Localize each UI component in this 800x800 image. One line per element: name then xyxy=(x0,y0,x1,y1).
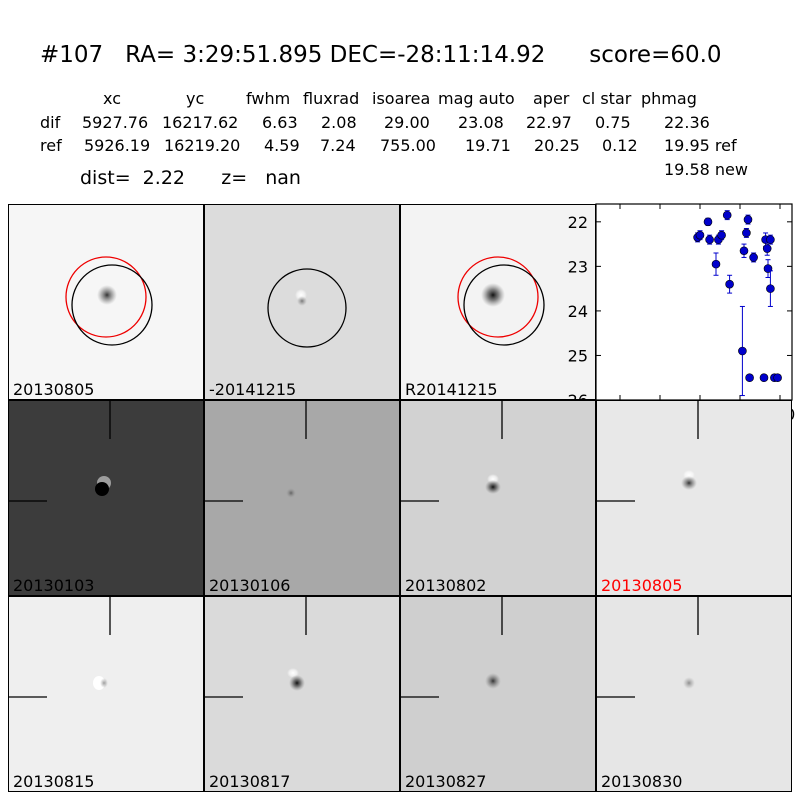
data-point xyxy=(742,228,751,238)
col-xc: xc xyxy=(103,89,121,108)
stamp-label: 20130106 xyxy=(209,576,291,595)
data-point xyxy=(759,373,769,383)
col-fluxrad: fluxrad xyxy=(303,89,360,108)
row-label: dif xyxy=(40,113,61,132)
data-point xyxy=(743,215,753,224)
cell: 23.08 xyxy=(458,113,504,132)
stamp-epoch: 20130106 xyxy=(204,400,400,596)
stamp-epoch: 20130830 xyxy=(596,596,792,792)
cell: 20.25 xyxy=(534,136,580,155)
cell: 16217.62 xyxy=(162,113,239,132)
stamp-reference: 20130805 xyxy=(8,204,204,400)
y-tick-label: 24 xyxy=(568,302,588,321)
col-phmag: phmag xyxy=(641,89,697,108)
stamp-epoch: 20130802 xyxy=(400,400,596,596)
data-point xyxy=(766,235,775,244)
stamp-difference: -20141215 xyxy=(204,204,400,400)
cell: 5927.76 xyxy=(82,113,149,132)
data-point xyxy=(745,373,754,383)
stamp-label: -20141215 xyxy=(209,380,297,399)
stamp-label: 20130103 xyxy=(13,576,95,595)
data-point xyxy=(773,373,782,383)
stamp-label: 20130830 xyxy=(601,772,683,791)
row-label: ref xyxy=(40,136,62,155)
cell: 22.97 xyxy=(526,113,572,132)
data-point xyxy=(749,253,758,262)
col-isoarea: isoarea xyxy=(372,89,431,108)
data-point xyxy=(717,230,726,240)
cell: 0.12 xyxy=(602,136,638,155)
stamp-label: 20130802 xyxy=(405,576,487,595)
stamp-label: R20141215 xyxy=(405,380,498,399)
data-point xyxy=(738,346,747,356)
stamp-label: 20130805 xyxy=(601,576,683,595)
col-yc: yc xyxy=(186,89,205,108)
col-mag-auto: mag auto xyxy=(438,89,515,108)
cell: 29.00 xyxy=(384,113,430,132)
data-point xyxy=(711,259,721,269)
cell: 2.08 xyxy=(321,113,357,132)
stamp-label: 20130805 xyxy=(13,380,95,399)
cell: 6.63 xyxy=(262,113,298,132)
stamp-epoch: 20130815 xyxy=(8,596,204,792)
stamp-label: 20130827 xyxy=(405,772,487,791)
data-point xyxy=(705,235,714,244)
col-fwhm: fwhm xyxy=(246,89,291,108)
cell: 22.36 xyxy=(664,113,710,132)
cell: 4.59 xyxy=(264,136,300,155)
cell: 19.95 ref xyxy=(664,136,737,155)
stamp-epoch-current: 20130805 xyxy=(596,400,792,596)
stamp-template: R20141215 xyxy=(400,204,596,400)
page-title: #107 RA= 3:29:51.895 DEC=-28:11:14.92 sc… xyxy=(40,42,722,68)
data-point xyxy=(739,246,749,256)
cell: 0.75 xyxy=(595,113,631,132)
y-tick-label: 22 xyxy=(568,213,588,232)
data-point xyxy=(725,279,734,289)
data-point xyxy=(703,217,713,227)
col-aper: aper xyxy=(533,89,570,108)
col-cl-star: cl star xyxy=(582,89,632,108)
data-point xyxy=(695,230,705,240)
stamp-label: 20130815 xyxy=(13,772,95,791)
stamp-label: 20130817 xyxy=(209,772,291,791)
y-tick-label: 25 xyxy=(568,346,588,365)
y-tick-label: 23 xyxy=(568,257,588,276)
cell: 755.00 xyxy=(380,136,436,155)
stamp-epoch: 20130817 xyxy=(204,596,400,792)
plot-frame xyxy=(595,203,793,401)
data-point xyxy=(766,284,775,293)
light-curve-plot: 2223242526-100-50050100 xyxy=(568,203,795,424)
dist-line: dist= 2.22 z= nan xyxy=(80,167,301,189)
stamp-epoch: 20130827 xyxy=(400,596,596,792)
phmag-new: 19.58 new xyxy=(664,160,748,179)
cell: 19.71 xyxy=(465,136,511,155)
cell: 5926.19 xyxy=(84,136,151,155)
stamp-epoch: 20130103 xyxy=(8,400,204,596)
data-point xyxy=(722,210,732,220)
cell: 7.24 xyxy=(320,136,356,155)
data-point xyxy=(762,244,772,253)
cell: 16219.20 xyxy=(164,136,241,155)
